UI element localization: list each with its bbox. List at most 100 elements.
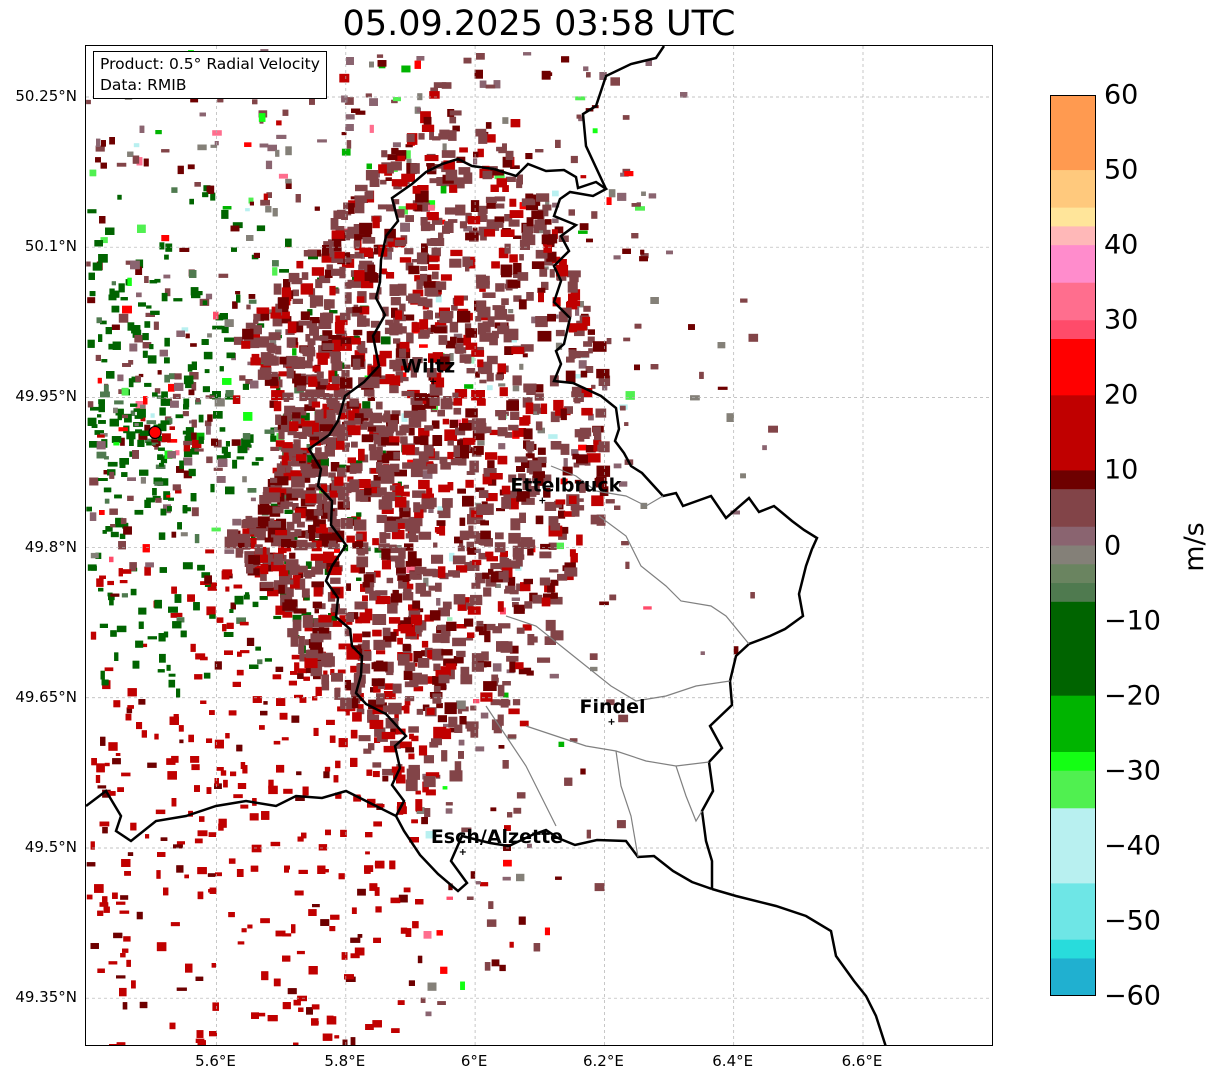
longitude-tick-label: 6.4°E: [712, 1052, 754, 1070]
colorbar-segment: [1050, 301, 1096, 321]
latitude-tick-label: 50.25°N: [15, 87, 77, 105]
colorbar-segment: [1050, 414, 1096, 434]
canton-border: [675, 765, 703, 823]
colorbar-tick-label: −20: [1104, 680, 1161, 712]
colorbar-tick-label: 40: [1104, 229, 1139, 261]
colorbar-segment: [1050, 188, 1096, 209]
colorbar-segment: [1050, 827, 1096, 847]
city-marker: Wiltz: [401, 355, 455, 385]
colorbar-segment: [1050, 170, 1096, 190]
colorbar-tick-label: −10: [1104, 605, 1161, 637]
colorbar-tick-label: −40: [1104, 830, 1161, 862]
colorbar-segment: [1050, 339, 1096, 359]
colorbar-segment: [1050, 564, 1096, 584]
velocity-colorbar: [1050, 95, 1096, 996]
colorbar-segment: [1050, 601, 1096, 622]
colorbar-segment: [1050, 357, 1096, 378]
colorbar-segment: [1050, 583, 1096, 603]
colorbar-segment: [1050, 320, 1096, 340]
colorbar-segment: [1050, 920, 1096, 941]
colorbar-segment: [1050, 658, 1096, 678]
radar-map-canvas: Wiltz Ettelbruck Findel Esch/Alzette: [86, 46, 992, 1045]
colorbar-segment: [1050, 695, 1096, 715]
canton-border: [550, 465, 664, 507]
colorbar-outline: [1050, 95, 1096, 996]
colorbar-unit-label: m/s: [1179, 522, 1207, 572]
city-marker: Findel: [580, 696, 646, 725]
radar-site-layer: [148, 425, 162, 440]
colorbar-segment: [1050, 489, 1096, 509]
colorbar-segment: [1050, 883, 1096, 903]
colorbar-segment: [1050, 395, 1096, 415]
colorbar-segment: [1050, 132, 1096, 152]
colorbar-segment: [1050, 226, 1096, 246]
map-title: 05.09.2025 03:58 UTC: [342, 4, 736, 44]
colorbar-segment: [1050, 808, 1096, 828]
colorbar-segment: [1050, 733, 1096, 753]
city-label: Esch/Alzette: [431, 826, 563, 848]
colorbar-segment: [1050, 789, 1096, 809]
radar-echo-layer: [86, 49, 778, 1045]
colorbar-segment: [1050, 432, 1096, 453]
latitude-tick-label: 49.8°N: [24, 537, 77, 556]
canton-border: [615, 750, 639, 858]
colorbar-segment: [1050, 639, 1096, 659]
colorbar-segment: [1050, 263, 1096, 284]
colorbar-tick-label: 60: [1104, 79, 1139, 111]
colorbar-tick-label: 0: [1104, 530, 1122, 561]
colorbar-segment: [1050, 376, 1096, 396]
country-borders: [86, 46, 887, 1045]
city-markers: Wiltz Ettelbruck Findel Esch/Alzette: [401, 355, 646, 855]
luxembourg-border-west: [307, 157, 713, 893]
longitude-tick-label: 6.6°E: [841, 1052, 883, 1070]
colorbar-segment: [1050, 751, 1096, 772]
colorbar-tick-label: −50: [1104, 905, 1161, 937]
colorbar-segment: [1050, 95, 1096, 115]
colorbar-tick-label: 50: [1104, 154, 1139, 186]
colorbar-segment: [1050, 864, 1096, 884]
colorbar-segment: [1050, 545, 1096, 565]
colorbar-segment: [1050, 902, 1096, 922]
radar-site-marker: [148, 425, 162, 440]
longitude-tick-label: 6°E: [460, 1052, 488, 1070]
colorbar-segment: [1050, 958, 1096, 978]
france-germany-border: [711, 887, 887, 1045]
colorbar-segment: [1050, 113, 1096, 134]
longitude-tick-label: 5.6°E: [195, 1052, 236, 1070]
colorbar-segment: [1050, 526, 1096, 546]
colorbar-tick-label: 10: [1104, 454, 1139, 486]
colorbar-segment: [1050, 845, 1096, 866]
product-label: Product: 0.5° Radial Velocity: [100, 55, 320, 73]
longitude-tick-label: 6.2°E: [582, 1052, 624, 1070]
city-label: Ettelbruck: [510, 475, 621, 497]
latitude-tick-label: 49.65°N: [15, 687, 77, 706]
colorbar-tick-label: −30: [1104, 755, 1161, 787]
product-info-box: Product: 0.5° Radial Velocity Data: RMIB: [93, 51, 327, 99]
colorbar-segment: [1050, 939, 1096, 959]
colorbar-segment: [1050, 507, 1096, 528]
city-label: Findel: [580, 696, 646, 718]
data-source-label: Data: RMIB: [100, 76, 187, 94]
latitude-tick-label: 49.35°N: [15, 988, 77, 1007]
colorbar-segment: [1050, 245, 1096, 265]
latitude-tick-label: 49.5°N: [24, 837, 77, 856]
colorbar-tick-label: 30: [1104, 304, 1139, 336]
city-label: Wiltz: [401, 355, 455, 377]
canton-border: [598, 515, 750, 645]
colorbar-segment: [1050, 977, 1096, 996]
canton-border: [505, 615, 731, 702]
luxembourg-border-east: [493, 162, 819, 889]
colorbar-segment: [1050, 620, 1096, 640]
colorbar-segment: [1050, 451, 1096, 471]
radar-map[interactable]: Wiltz Ettelbruck Findel Esch/Alzette: [85, 45, 993, 1046]
colorbar-tick-label: 20: [1104, 379, 1139, 411]
longitude-tick-label: 5.8°E: [324, 1052, 366, 1070]
colorbar-segment: [1050, 676, 1096, 697]
colorbar-segment: [1050, 470, 1096, 490]
belgium-france-border: [86, 789, 397, 843]
city-marker: Esch/Alzette: [431, 826, 563, 855]
colorbar-tick-label: −60: [1104, 980, 1161, 1012]
latitude-tick-label: 50.1°N: [24, 237, 77, 256]
belgium-germany-border: [581, 46, 666, 190]
canton-border: [485, 705, 557, 827]
